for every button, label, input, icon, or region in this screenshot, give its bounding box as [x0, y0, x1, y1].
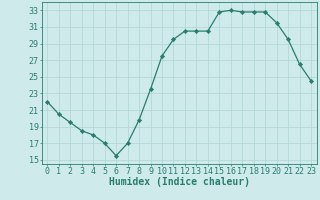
X-axis label: Humidex (Indice chaleur): Humidex (Indice chaleur) — [109, 177, 250, 187]
